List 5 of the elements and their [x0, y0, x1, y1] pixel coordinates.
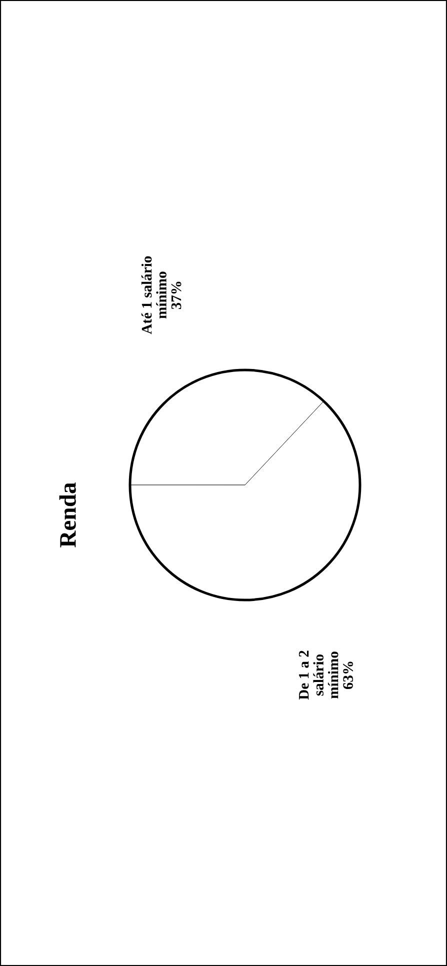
text: Renda	[59, 482, 76, 548]
slice-label: De 1 a 2 salário mínimo	[298, 650, 338, 700]
slice-label: Até 1 salário mínimo	[141, 256, 166, 334]
data-label: 63%	[343, 662, 354, 690]
data-label: 37%	[171, 282, 182, 310]
